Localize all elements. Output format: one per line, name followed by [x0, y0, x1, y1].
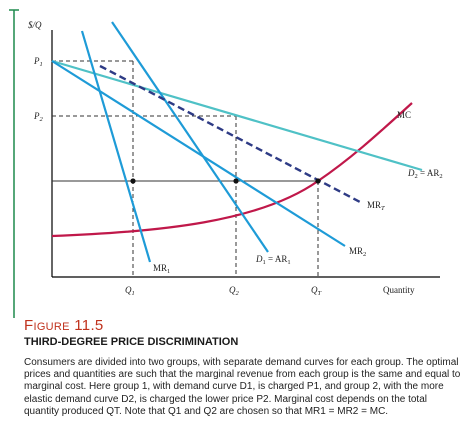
q1-label: Q1 — [125, 285, 135, 297]
mrt-label: MRT — [367, 200, 385, 212]
mrt-mc-point — [315, 178, 321, 184]
mr2-curve — [51, 60, 346, 247]
d2-label: D2 = AR2 — [407, 168, 443, 180]
mc-curve — [51, 102, 413, 238]
qt-label: QT — [311, 285, 322, 297]
mr1-label: MR1 — [153, 263, 170, 275]
d1-label: D1 = AR1 — [255, 254, 291, 266]
mr2-mc-point — [233, 178, 239, 184]
p1-label: P1 — [33, 56, 43, 68]
figure-caption: Figure 11.5 THIRD-DEGREE PRICE DISCRIMIN… — [24, 318, 464, 418]
mc-label: MC — [397, 110, 411, 120]
p2-label: P2 — [33, 111, 44, 123]
y-axis-label: $/Q — [28, 20, 42, 30]
figure-label: Figure 11.5 — [24, 317, 104, 334]
d1-demand-curve — [111, 21, 269, 253]
mr1-curve — [80, 30, 152, 263]
figure-description: Consumers are divided into two groups, w… — [24, 357, 461, 417]
mr2-label: MR2 — [349, 246, 366, 258]
q2-label: Q2 — [229, 285, 240, 297]
mrt-curve — [99, 64, 363, 205]
mr1-mc-point — [130, 178, 136, 184]
d2-demand-curve — [51, 59, 423, 172]
price-discrimination-diagram: $/Q Quantity P1 P2 Q1 Q2 QT MC D2 = AR2 … — [9, 9, 443, 318]
x-axis-label: Quantity — [383, 285, 415, 295]
figure-title: THIRD-DEGREE PRICE DISCRIMINATION — [24, 336, 239, 348]
